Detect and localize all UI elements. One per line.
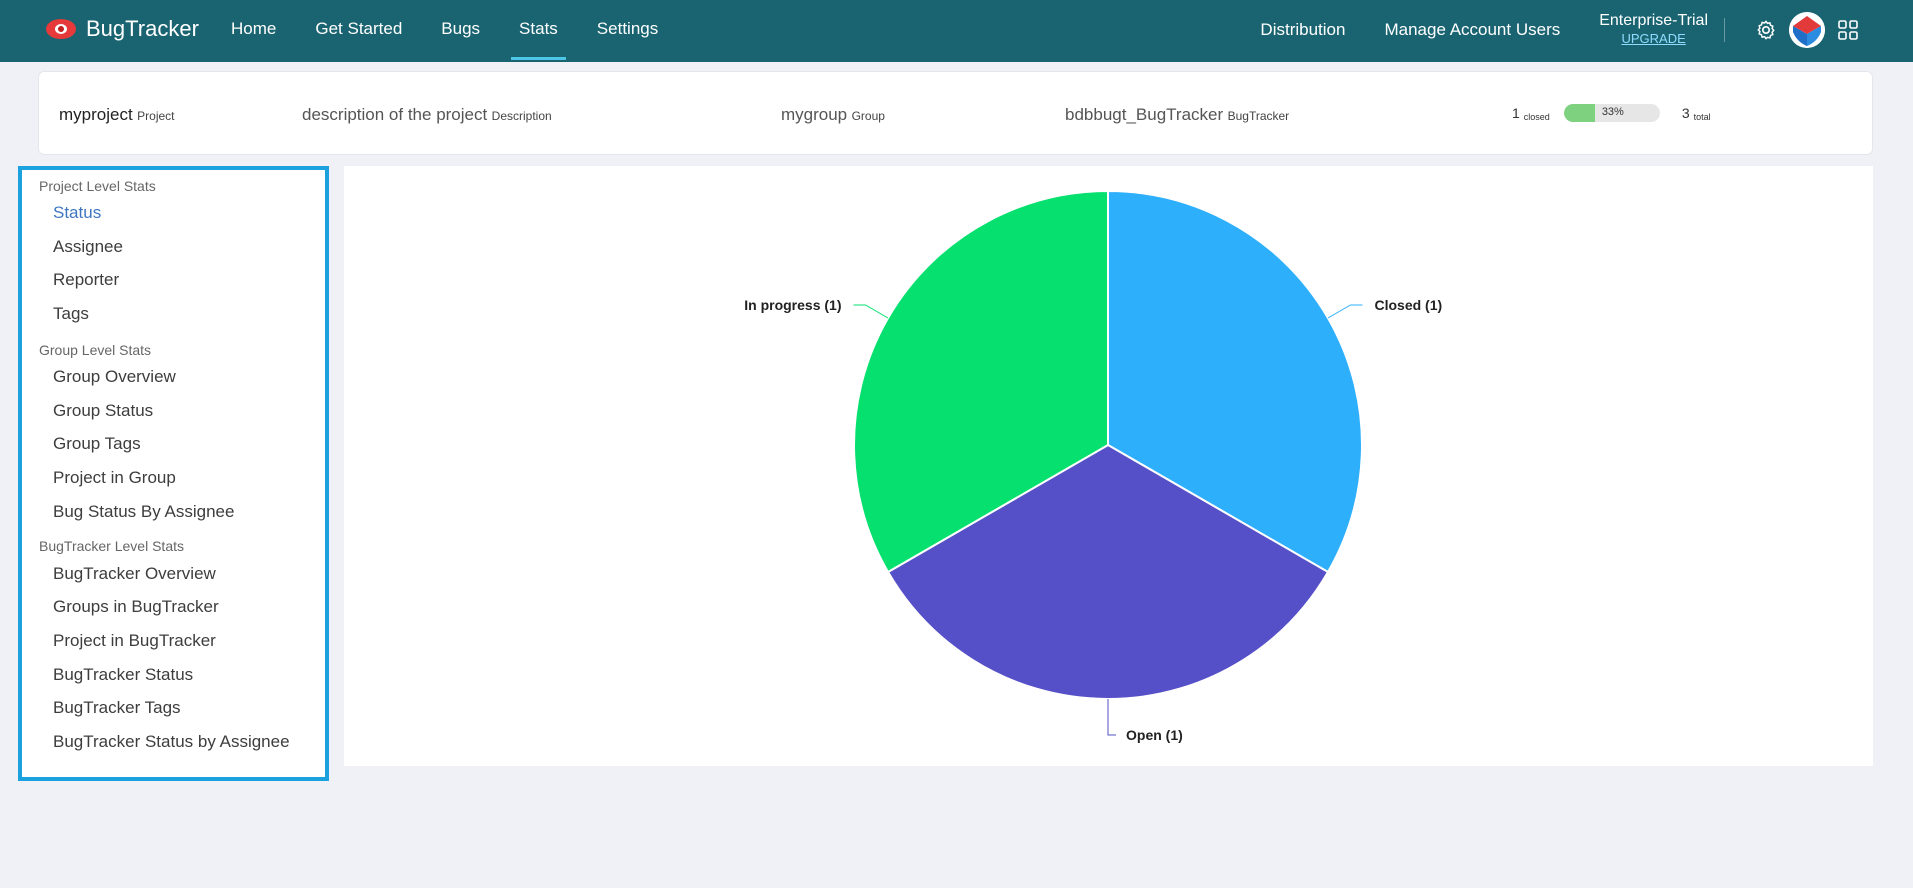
nav-distribution[interactable]: Distribution: [1260, 20, 1346, 39]
sidebar-item-project-in-bugtracker[interactable]: Project in BugTracker: [53, 631, 216, 650]
plan-name: Enterprise-Trial: [1599, 12, 1708, 29]
sidebar-item-group-overview[interactable]: Group Overview: [53, 367, 176, 386]
bugtracker-field: bdbbugt_BugTracker BugTracker: [1065, 105, 1289, 125]
sidebar-item-reporter[interactable]: Reporter: [53, 270, 120, 289]
chart-panel: Closed (1) Open (1) In progress (1): [344, 166, 1873, 766]
project-name-field: myproject Project: [59, 105, 175, 125]
progress-percent: 33%: [1601, 106, 1624, 118]
nav-settings[interactable]: Settings: [596, 19, 659, 38]
project-label: Project: [137, 109, 175, 123]
bugtracker-logo-icon: [46, 19, 76, 39]
nav-stats[interactable]: Stats: [503, 0, 574, 60]
progress-bar: 33%: [1563, 104, 1660, 122]
sidebar-item-groups-in-bugtracker[interactable]: Groups in BugTracker: [53, 597, 219, 616]
sidebar-item-bug-status-by-assignee[interactable]: Bug Status By Assignee: [53, 502, 235, 521]
sidebar-item-group-status[interactable]: Group Status: [53, 401, 154, 420]
divider: [1724, 18, 1725, 42]
brand-name: BugTracker: [86, 16, 199, 41]
user-avatar-icon: [1789, 12, 1825, 48]
bugtracker-label: BugTracker: [1227, 109, 1290, 123]
status-pie-chart: Closed (1) Open (1) In progress (1): [744, 189, 1442, 743]
bugtracker-name: bdbbugt_BugTracker: [1065, 105, 1224, 124]
description-field: description of the project Description: [302, 105, 552, 125]
group-name: mygroup: [781, 105, 848, 124]
apps-grid-icon[interactable]: [1837, 19, 1859, 41]
project-name: myproject: [59, 105, 133, 124]
sidebar-item-bugtracker-overview[interactable]: BugTracker Overview: [53, 564, 216, 583]
pie-label: Closed (1): [1374, 297, 1442, 313]
pie-slice-open[interactable]: [886, 443, 1330, 700]
total-label: total: [1693, 112, 1711, 122]
pie-leader-line: [853, 304, 889, 319]
stats-sidebar: Project Level Stats Status Assignee Repo…: [18, 166, 329, 781]
upgrade-link[interactable]: UPGRADE: [1621, 31, 1686, 46]
pie-label: In progress (1): [744, 297, 841, 313]
pie-leader-line: [1107, 699, 1116, 736]
sidebar-item-bugtracker-status[interactable]: BugTracker Status: [53, 665, 194, 684]
section-title-project-level: Project Level Stats: [39, 178, 156, 194]
sidebar-item-assignee[interactable]: Assignee: [53, 237, 123, 256]
group-field: mygroup Group: [781, 105, 885, 125]
sidebar-item-group-tags[interactable]: Group Tags: [53, 434, 141, 453]
gear-icon[interactable]: [1755, 19, 1777, 41]
total-count: 3: [1681, 105, 1690, 121]
group-label: Group: [851, 109, 885, 123]
nav-get-started[interactable]: Get Started: [315, 19, 403, 38]
pie-leader-line: [1327, 304, 1363, 319]
pie-slice-closed[interactable]: [1107, 189, 1363, 574]
closed-label: closed: [1523, 112, 1550, 122]
top-navigation-bar: BugTracker Home Get Started Bugs Stats S…: [0, 0, 1913, 62]
bug-progress: 1 closed 33% 3 total: [1512, 104, 1711, 122]
project-info-bar: myproject Project description of the pro…: [38, 71, 1873, 155]
nav-bugs[interactable]: Bugs: [441, 19, 481, 38]
sidebar-item-bugtracker-tags[interactable]: BugTracker Tags: [53, 698, 181, 717]
pie-label: Open (1): [1126, 727, 1183, 743]
avatar[interactable]: [1789, 12, 1825, 48]
project-description: description of the project: [302, 105, 488, 124]
plan-info: Enterprise-Trial UPGRADE: [1599, 12, 1708, 48]
sidebar-item-status[interactable]: Status: [53, 203, 102, 222]
main-nav: Home Get Started Bugs Stats Settings: [231, 0, 681, 60]
sidebar-item-tags[interactable]: Tags: [53, 304, 89, 323]
sidebar-item-bugtracker-status-by-assignee[interactable]: BugTracker Status by Assignee: [53, 732, 290, 751]
nav-right: Distribution Manage Account Users Enterp…: [1260, 0, 1913, 60]
description-label: Description: [491, 109, 552, 123]
sidebar-item-project-in-group[interactable]: Project in Group: [53, 468, 176, 487]
closed-count: 1: [1512, 105, 1520, 121]
progress-bar-fill: [1563, 104, 1596, 122]
nav-manage-account-users[interactable]: Manage Account Users: [1384, 20, 1561, 39]
nav-home[interactable]: Home: [231, 19, 277, 38]
brand[interactable]: BugTracker: [46, 0, 199, 58]
section-title-bugtracker-level: BugTracker Level Stats: [39, 538, 184, 554]
section-title-group-level: Group Level Stats: [39, 342, 152, 358]
pie-slice-in-progress[interactable]: [853, 189, 1109, 574]
